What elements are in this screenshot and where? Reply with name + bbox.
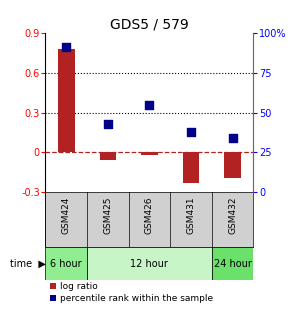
Point [147, 102, 152, 107]
Bar [100, 152, 116, 161]
Bar [183, 152, 199, 183]
Bar [45, 247, 87, 280]
Bar [212, 247, 253, 280]
Bar [224, 152, 241, 178]
Text: 24 hour: 24 hour [214, 259, 252, 268]
Text: GSM424: GSM424 [62, 197, 71, 234]
Point [105, 121, 110, 126]
Point [64, 44, 69, 50]
Bar [141, 152, 158, 155]
Text: GSM426: GSM426 [145, 197, 154, 234]
Point [189, 129, 193, 134]
Title: GDS5 / 579: GDS5 / 579 [110, 18, 189, 31]
Bar [58, 49, 74, 152]
Text: 6 hour: 6 hour [50, 259, 82, 268]
Text: time  ▶: time ▶ [10, 259, 45, 268]
Text: GSM425: GSM425 [103, 197, 112, 234]
Bar [87, 247, 212, 280]
Text: GSM432: GSM432 [228, 197, 237, 234]
Text: 12 hour: 12 hour [130, 259, 168, 268]
Legend: log ratio, percentile rank within the sample: log ratio, percentile rank within the sa… [50, 283, 213, 303]
Point [230, 135, 235, 141]
Text: GSM431: GSM431 [187, 197, 195, 234]
